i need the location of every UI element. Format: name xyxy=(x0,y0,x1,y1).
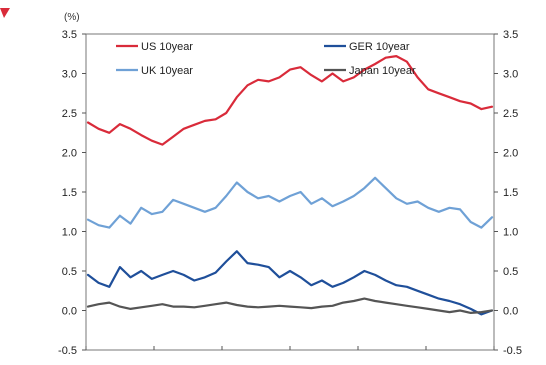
x-axis xyxy=(85,346,495,350)
y-tick-left-label: 0.0 xyxy=(62,306,77,318)
y-tick-left-label: 2.5 xyxy=(62,108,77,120)
plot-frame xyxy=(85,33,495,351)
title-marker xyxy=(0,8,10,18)
y-tick-left-label: 0.5 xyxy=(62,266,77,278)
y-tick-right-label: 0.0 xyxy=(503,306,518,318)
y-tick-right-label: 0.5 xyxy=(503,266,518,278)
legend-label: Japan 10year xyxy=(349,65,416,77)
series-line-us-10year xyxy=(86,54,494,146)
y-tick-left-label: 1.0 xyxy=(62,227,77,239)
series-layer xyxy=(86,54,494,316)
y-tick-right-label: -0.5 xyxy=(503,345,522,357)
y-tick-left-label: 1.5 xyxy=(62,187,77,199)
y-tick-right-label: 2.5 xyxy=(503,108,518,120)
legend-label: UK 10year xyxy=(141,65,193,77)
y-tick-left-label: 3.5 xyxy=(62,29,77,41)
y-tick-right-label: 2.0 xyxy=(503,148,518,160)
y-tick-right-label: 1.0 xyxy=(503,227,518,239)
legend: US 10year UK 10year GER 10year Japan 10year xyxy=(116,41,416,77)
y-tick-right-label: 3.5 xyxy=(503,29,518,41)
legend-label: GER 10year xyxy=(349,41,410,53)
y-axis-right: -0.5 0.0 0.5 1.0 1.5 2.0 2.5 3.0 3.5 xyxy=(494,29,522,357)
series-line-japan-10year xyxy=(86,297,494,314)
y-axis-left: -0.5 0.0 0.5 1.0 1.5 2.0 2.5 3.0 3.5 xyxy=(58,29,86,357)
y-tick-right-label: 1.5 xyxy=(503,187,518,199)
y-tick-left-label: -0.5 xyxy=(58,345,77,357)
series-line-uk-10year xyxy=(86,176,494,229)
y-tick-left-label: 2.0 xyxy=(62,148,77,160)
legend-label: US 10year xyxy=(141,41,193,53)
y-tick-right-label: 3.0 xyxy=(503,69,518,81)
series-line-ger-10year xyxy=(86,250,494,316)
y-tick-left-label: 3.0 xyxy=(62,69,77,81)
plot-border xyxy=(85,33,495,351)
unit-label: (%) xyxy=(64,12,80,23)
